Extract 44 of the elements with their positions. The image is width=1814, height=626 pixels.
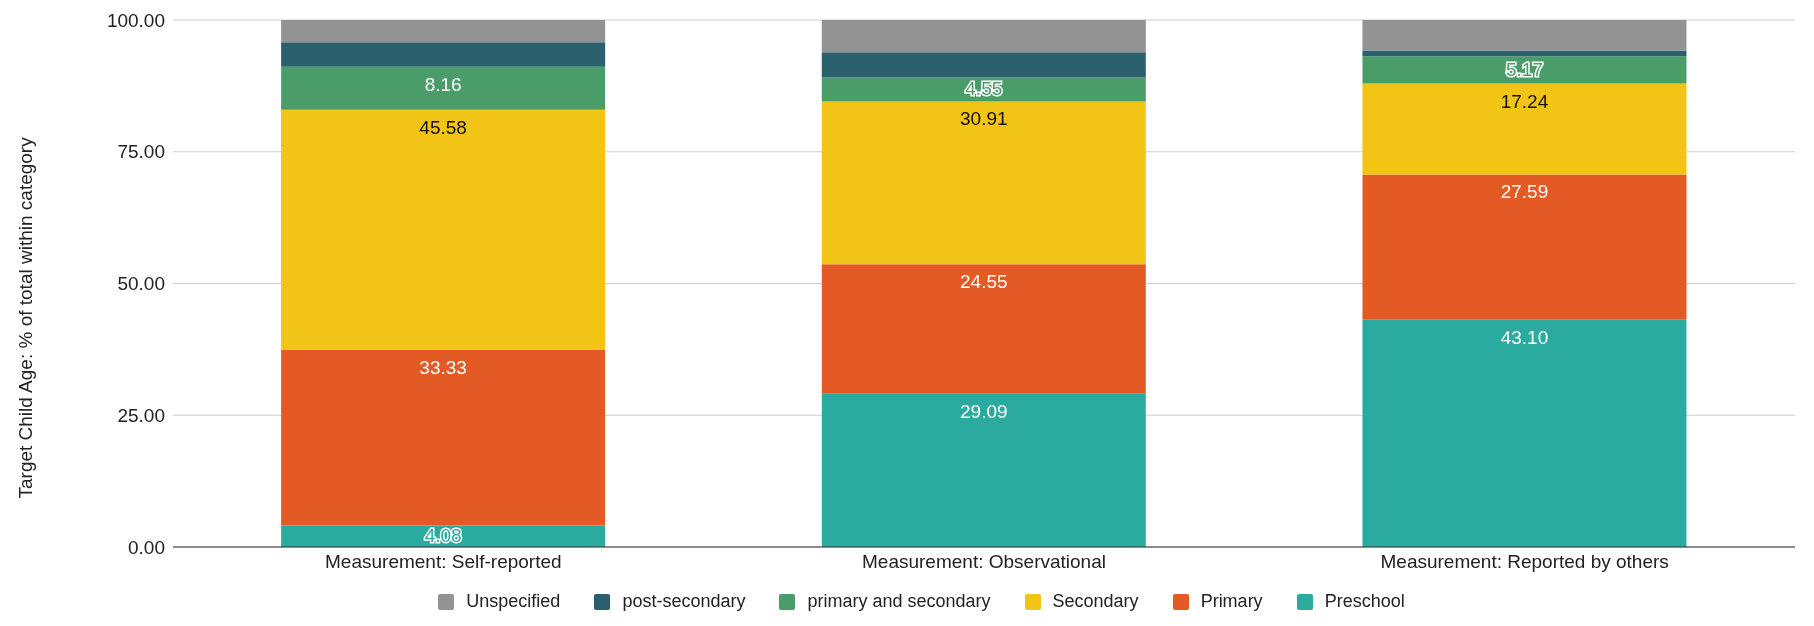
y-tick-label: 25.00 [117, 404, 165, 426]
bar [821, 20, 1146, 53]
y-axis-title: Target Child Age: % of total within category [14, 136, 36, 499]
bar [1362, 20, 1687, 51]
bar [821, 101, 1146, 265]
legend-label: primary and secondary [807, 591, 991, 612]
bar [1362, 174, 1687, 320]
y-tick-label: 50.00 [117, 273, 165, 295]
data-label: 5.17 [1505, 58, 1543, 80]
x-tick-label: Measurement: Observational [862, 551, 1106, 573]
data-label: 24.55 [960, 271, 1008, 293]
legend-label: Preschool [1324, 591, 1405, 612]
bar [281, 349, 606, 526]
data-label: 8.16 [424, 73, 462, 95]
bar [281, 66, 606, 110]
bar [821, 77, 1146, 102]
y-tick-label: 100.00 [106, 9, 165, 31]
bar [821, 264, 1146, 394]
legend-label: Primary [1200, 591, 1263, 612]
x-tick-label: Measurement: Self-reported [325, 551, 562, 573]
legend-label: Unspecified [466, 591, 561, 612]
data-label: 33.33 [419, 356, 467, 378]
x-tick-label: Measurement: Reported by others [1380, 551, 1669, 573]
legend-label: Secondary [1052, 591, 1139, 612]
bar [281, 525, 606, 547]
data-label: 4.08 [424, 525, 462, 547]
bar [1362, 56, 1687, 84]
bar [1362, 83, 1687, 175]
bar [821, 393, 1146, 547]
data-label: 29.09 [960, 400, 1008, 422]
bar [281, 109, 606, 350]
data-label: 45.58 [419, 116, 467, 138]
data-label: 30.91 [960, 108, 1008, 130]
bar [1362, 319, 1687, 547]
bar [821, 52, 1146, 78]
data-label: 43.10 [1500, 326, 1549, 348]
data-label: 4.55 [965, 78, 1003, 100]
y-tick-label: 0.00 [128, 536, 165, 558]
data-label: 27.59 [1500, 181, 1549, 203]
bar [281, 20, 606, 43]
bar [281, 42, 606, 67]
data-label: 17.24 [1500, 90, 1549, 112]
legend-label: post-secondary [622, 591, 746, 612]
y-tick-label: 75.00 [117, 141, 165, 163]
